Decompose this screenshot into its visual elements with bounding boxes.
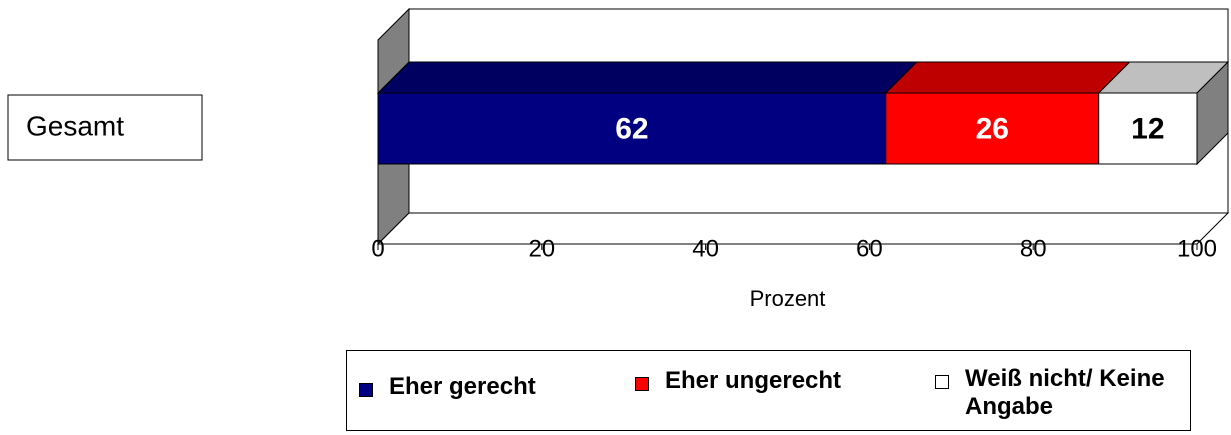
x-tick-label: 100	[1177, 235, 1217, 262]
bar-top	[884, 61, 1131, 94]
legend-label: Eher gerecht	[389, 373, 536, 400]
legend-item: Eher ungerecht	[635, 367, 841, 395]
bar-top	[376, 61, 918, 94]
legend-swatch	[635, 377, 649, 391]
legend: Eher gerecht Eher ungerecht Weiß nicht/ Ke…	[346, 350, 1191, 431]
bar	[1098, 92, 1198, 165]
legend-item: Weiß nicht/ Keine Angabe	[935, 365, 1185, 421]
x-axis-label: Prozent	[750, 286, 826, 311]
data-label: 26	[976, 112, 1009, 145]
legend-item: Eher gerecht	[359, 373, 536, 401]
bar	[885, 92, 1100, 165]
bar	[377, 92, 887, 165]
x-tick-label: 60	[856, 235, 883, 262]
legend-label: Eher ungerecht	[665, 367, 842, 394]
data-label: 62	[615, 112, 648, 145]
x-tick-label: 80	[1020, 235, 1047, 262]
category-label: Gesamt	[26, 110, 124, 141]
bar-side	[1196, 60, 1229, 166]
x-tick-label: 40	[692, 235, 719, 262]
legend-label: Weiß nicht/ Keine Angabe	[965, 365, 1165, 420]
legend-swatch	[935, 375, 949, 389]
data-label: 12	[1131, 112, 1164, 145]
x-tick-label: 0	[371, 235, 384, 262]
floor	[376, 212, 1230, 245]
legend-swatch	[359, 383, 373, 397]
x-tick-label: 20	[528, 235, 555, 262]
category-box	[7, 94, 203, 161]
